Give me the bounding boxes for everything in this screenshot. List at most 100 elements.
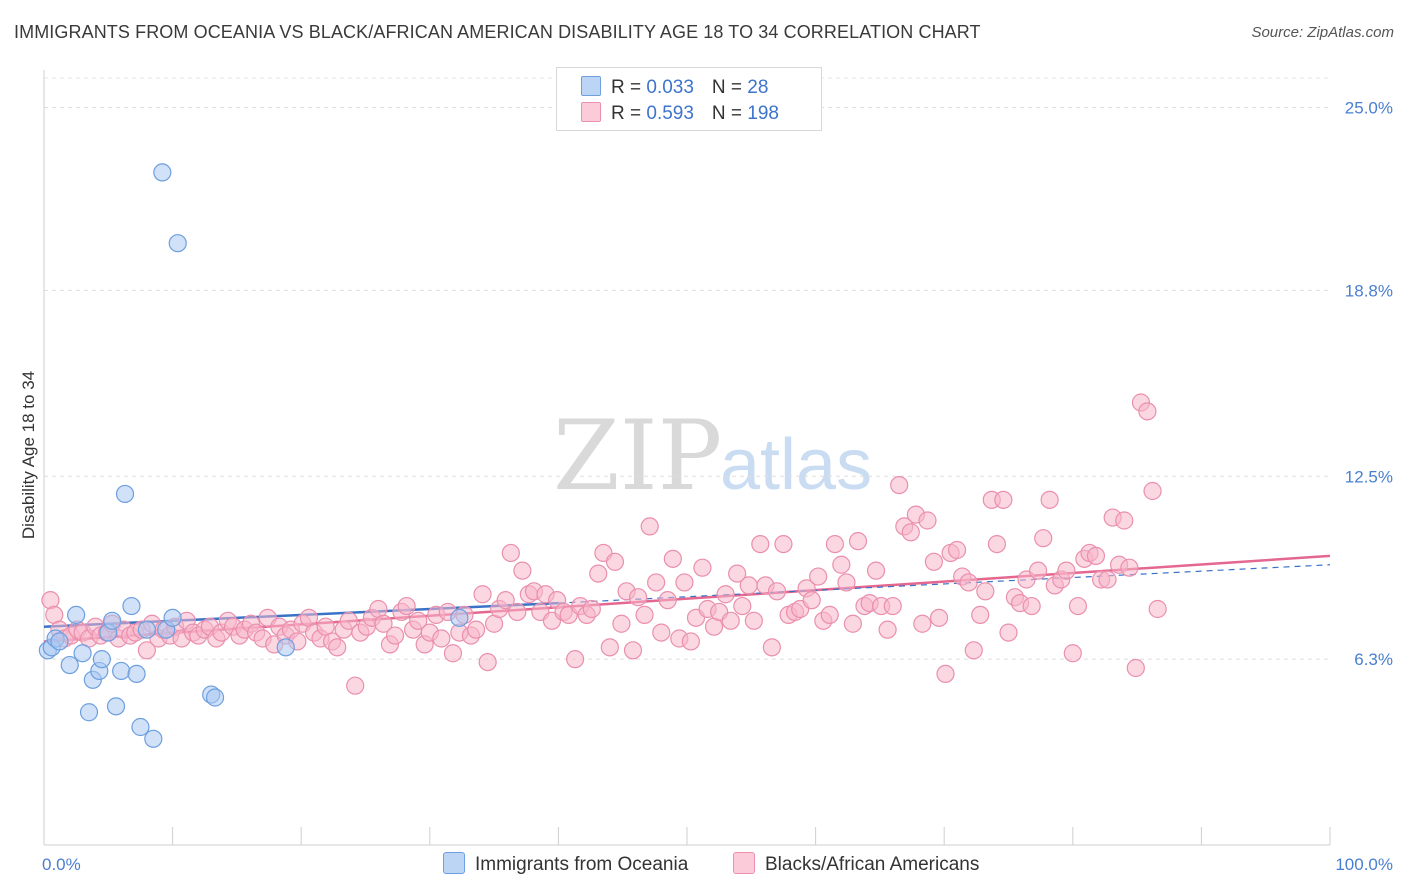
black-point <box>721 611 740 630</box>
black-point <box>751 534 770 554</box>
black-point <box>647 573 666 592</box>
oceania-point <box>144 729 163 748</box>
black-point <box>137 641 156 660</box>
black-point <box>762 638 781 657</box>
watermark-zip: ZIP <box>553 400 722 512</box>
oceania-point <box>92 650 111 669</box>
black-point <box>1126 658 1145 678</box>
black-point <box>629 588 648 607</box>
black-point <box>496 591 515 610</box>
black-point <box>825 534 844 554</box>
legend-swatch-blue <box>581 76 601 96</box>
oceania-point <box>127 664 146 684</box>
black-point <box>890 476 909 495</box>
black-point <box>600 638 619 657</box>
chart-source: Source: ZipAtlas.com <box>1251 24 1394 41</box>
legend-r-label: R = <box>611 77 647 98</box>
bottom-legend-oceania: Immigrants from Oceania <box>443 852 688 876</box>
bottom-legend-black: Blacks/African Americans <box>733 852 979 876</box>
black-point <box>994 490 1013 509</box>
black-point <box>681 632 700 651</box>
black-point <box>1063 644 1082 663</box>
legend-n-label: N = <box>711 77 748 98</box>
bottom-legend-swatch-blue <box>443 852 465 874</box>
oceania-point <box>60 655 79 675</box>
data-points <box>38 163 1167 748</box>
oceania-point <box>112 661 131 681</box>
black-point <box>478 652 497 672</box>
black-point <box>443 644 463 663</box>
oceania-point <box>205 688 225 707</box>
black-point <box>1028 561 1048 580</box>
oceania-point <box>122 596 141 616</box>
y-tick-label: 6.3% <box>1354 650 1393 669</box>
oceania-point <box>163 608 182 627</box>
black-point <box>999 623 1018 642</box>
oceania-point <box>50 632 69 651</box>
oceania-point <box>73 644 92 663</box>
x-tick-label: 100.0% <box>1335 855 1393 874</box>
oceania-point <box>103 611 122 630</box>
black-point <box>501 543 520 563</box>
black-point <box>612 614 631 633</box>
black-point <box>589 564 608 583</box>
black-point <box>976 582 995 601</box>
black-point <box>635 605 654 625</box>
black-point <box>623 641 643 660</box>
legend-n-value: 28 <box>747 77 769 98</box>
black-point <box>566 650 585 669</box>
black-point <box>346 676 365 695</box>
oceania-point <box>153 163 172 182</box>
x-tick-label: 0.0% <box>42 855 81 874</box>
black-point <box>918 511 937 530</box>
black-point <box>929 608 949 627</box>
black-point <box>1148 599 1167 619</box>
legend-r-value: 0.593 <box>646 103 694 124</box>
black-point <box>466 620 486 639</box>
black-point <box>959 573 978 592</box>
oceania-trendline-extension <box>558 564 1331 604</box>
black-point <box>1034 529 1053 548</box>
oceania-point <box>106 697 126 716</box>
black-point <box>913 614 932 633</box>
black-point <box>843 614 862 633</box>
bottom-legend-swatch-pink <box>733 852 755 874</box>
oceania-point <box>276 638 295 657</box>
black-point <box>936 664 955 684</box>
black-point <box>971 605 990 625</box>
black-point <box>964 641 983 660</box>
oceania-point <box>137 620 156 639</box>
black-point <box>947 540 967 560</box>
black-point <box>878 620 897 639</box>
black-point <box>605 552 625 571</box>
black-point <box>883 596 902 616</box>
black-point <box>809 567 828 586</box>
black-point <box>1115 511 1134 530</box>
black-point <box>432 629 451 648</box>
y-tick-label: 12.5% <box>1345 467 1393 486</box>
black-point <box>767 582 787 601</box>
black-point <box>1120 558 1139 577</box>
black-point <box>733 596 752 616</box>
black-point <box>1022 596 1041 616</box>
black-point <box>397 596 416 616</box>
bottom-legend-label: Blacks/African Americans <box>765 854 980 875</box>
legend-n-label: N = <box>711 103 748 124</box>
oceania-point <box>131 717 150 737</box>
black-point <box>866 561 886 580</box>
black-point <box>739 576 758 595</box>
black-point <box>1068 596 1088 616</box>
black-point <box>328 638 347 657</box>
black-point <box>663 549 682 568</box>
black-point <box>802 591 821 610</box>
axes <box>43 70 1331 846</box>
black-point <box>508 602 527 622</box>
black-point <box>1057 561 1076 580</box>
legend-r-label: R = <box>611 103 647 124</box>
black-point <box>987 534 1007 554</box>
black-point <box>728 564 747 583</box>
legend-n-value: 198 <box>747 103 779 124</box>
y-axis-title: Disability Age 18 to 34 <box>19 371 38 539</box>
black-point <box>693 558 712 577</box>
